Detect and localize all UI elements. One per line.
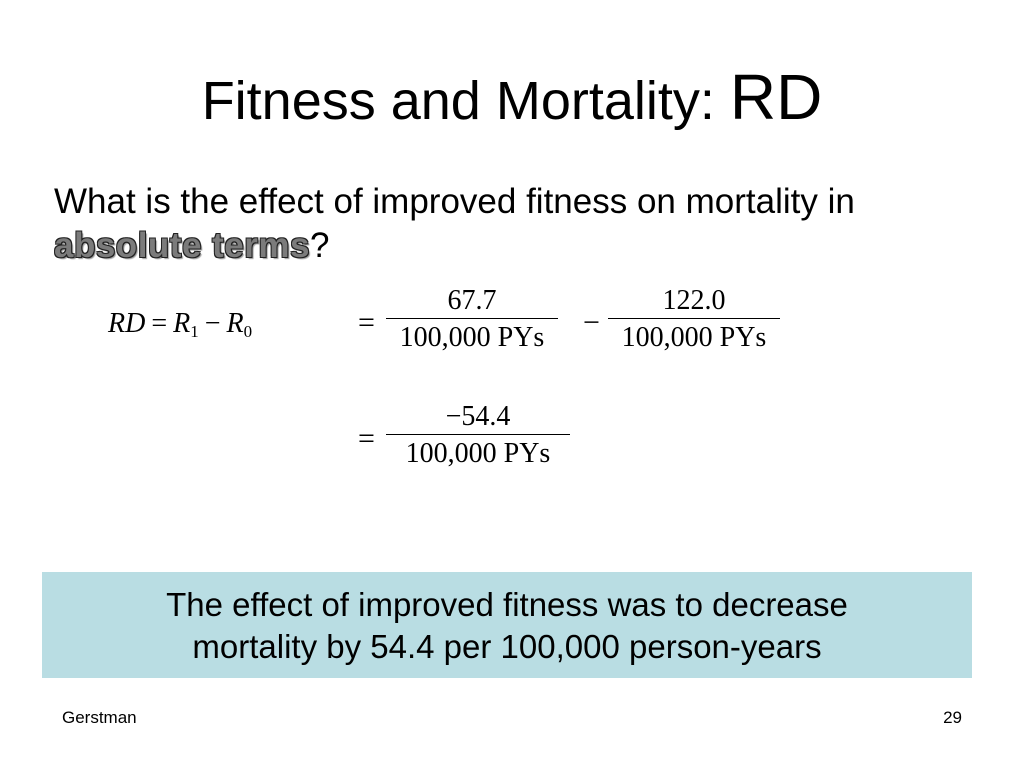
- title-main: Fitness and Mortality:: [201, 71, 730, 131]
- conclusion-callout: The effect of improved fitness was to de…: [42, 572, 972, 678]
- formula-r0-subscript: 0: [243, 322, 253, 341]
- formula-definition: RD = R1− R0: [108, 308, 252, 342]
- equals-sign-2: =: [358, 422, 375, 455]
- fraction-r1-numerator: 67.7: [447, 285, 497, 316]
- formula-minus: −: [204, 308, 221, 339]
- title-suffix: RD: [729, 61, 823, 133]
- conclusion-line-1: The effect of improved fitness was to de…: [166, 586, 848, 623]
- formula-r1-subscript: 1: [190, 322, 199, 341]
- fraction-r0-bar: [608, 318, 780, 319]
- slide-title: Fitness and Mortality: RD: [0, 62, 1024, 136]
- conclusion-line-2: mortality by 54.4 per 100,000 person-yea…: [192, 628, 822, 665]
- formula-equals: =: [151, 308, 168, 339]
- minus-sign: −: [583, 306, 600, 339]
- fraction-r1-denominator: 100,000 PYs: [399, 322, 545, 353]
- equals-sign-1: =: [358, 306, 375, 339]
- fraction-r1-bar: [386, 318, 558, 319]
- formula-lhs: RD: [108, 308, 146, 339]
- footer-author: Gerstman: [62, 708, 137, 727]
- question-text: What is the effect of improved fitness o…: [54, 180, 994, 268]
- question-emphasis: absolute terms: [54, 226, 310, 265]
- question-end: ?: [309, 226, 330, 265]
- question-main: What is the effect of improved fitness o…: [54, 182, 855, 221]
- fraction-r0-denominator: 100,000 PYs: [621, 322, 767, 353]
- page-number: 29: [943, 708, 962, 727]
- fraction-r0: 122.0 100,000 PYs: [608, 284, 780, 355]
- fraction-r1: 67.7 100,000 PYs: [386, 284, 558, 355]
- fraction-result: −54.4 100,000 PYs: [386, 400, 570, 471]
- fraction-result-bar: [386, 434, 570, 435]
- formula-r0: R: [226, 308, 244, 339]
- fraction-result-denominator: 100,000 PYs: [405, 438, 551, 469]
- fraction-r0-numerator: 122.0: [662, 285, 726, 316]
- formula-r1: R: [173, 308, 191, 339]
- fraction-result-numerator: −54.4: [445, 401, 511, 432]
